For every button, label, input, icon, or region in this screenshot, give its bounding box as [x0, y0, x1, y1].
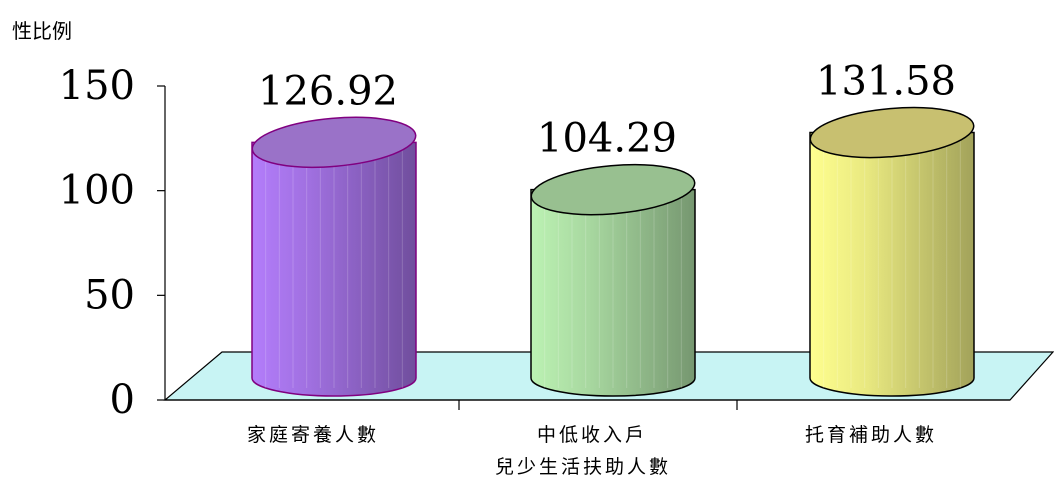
data-label: 126.92 — [258, 68, 398, 114]
category-label: 托育補助人數 — [805, 424, 937, 446]
bar-1 — [251, 116, 417, 397]
bar-body — [251, 141, 417, 397]
bar-body — [809, 131, 975, 397]
data-label: 131.58 — [816, 59, 956, 105]
category-label: 家庭寄養人數 — [247, 424, 379, 446]
bar-3 — [809, 106, 975, 397]
category-label: 中低收入戶 — [537, 424, 647, 446]
bar-top — [809, 106, 975, 159]
data-label: 104.29 — [537, 116, 677, 162]
bars — [251, 106, 975, 397]
y-tick-label: 50 — [84, 272, 135, 318]
y-tick-label: 100 — [59, 168, 135, 214]
axes — [157, 85, 1010, 410]
bar-top — [530, 163, 696, 216]
category-labels: 家庭寄養人數 中低收入戶 托育補助人數 — [247, 424, 937, 446]
y-tick-label: 150 — [59, 63, 135, 109]
data-labels: 126.92 104.29 131.58 — [258, 59, 956, 162]
bar-2 — [530, 163, 696, 397]
bar-body — [530, 188, 696, 397]
bar-top — [251, 116, 417, 169]
y-tick-labels: 0 50 100 150 — [59, 63, 135, 423]
y-axis-title: 性比例 — [12, 19, 72, 43]
y-tick-label: 0 — [110, 377, 135, 423]
category-group-title: 兒少生活扶助人數 — [495, 456, 671, 478]
